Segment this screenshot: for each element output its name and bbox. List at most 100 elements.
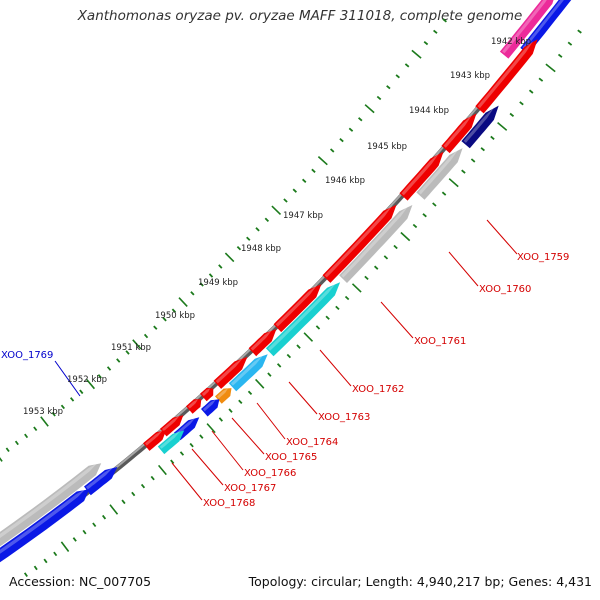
- feature-red-upper-1768[interactable]: [143, 430, 167, 451]
- scale-tick-outer: [143, 333, 149, 339]
- scale-labels: 1942 kbp 1943 kbp 1944 kbp 1945 kbp 1946…: [23, 37, 531, 417]
- scale-tick-outer: [271, 205, 282, 215]
- feature-red-upper-1761-highlight: [324, 205, 393, 278]
- scale-tick-outer: [404, 63, 410, 68]
- feature-red-upper-1759-highlight: [443, 114, 473, 148]
- gene-label-xoo-1761[interactable]: XOO_1761: [414, 336, 466, 347]
- tick-marks: [0, 18, 582, 578]
- gene-label-xoo-1763[interactable]: XOO_1763: [318, 412, 370, 423]
- scale-tick-outer: [60, 404, 65, 410]
- scale-label-1953: 1953 kbp: [23, 407, 63, 417]
- feature-red-upper-1759[interactable]: [441, 113, 477, 154]
- feature-red-upper-1761[interactable]: [322, 204, 397, 283]
- scale-tick-inner: [315, 325, 321, 330]
- scale-tick-inner: [490, 135, 495, 140]
- scale-label-1945: 1945 kbp: [367, 142, 407, 152]
- feature-blue-1943[interactable]: [520, 0, 577, 55]
- scale-label-1951: 1951 kbp: [111, 343, 151, 353]
- gene-label-xoo-1764[interactable]: XOO_1764: [286, 437, 338, 448]
- feature-cyan-xoo-1762-highlight: [268, 282, 337, 351]
- scale-tick-inner: [545, 63, 556, 73]
- feature-cyan-xoo-1762[interactable]: [265, 282, 341, 357]
- scale-tick-inner: [140, 483, 146, 489]
- feature-red-upper-1760[interactable]: [399, 151, 444, 201]
- feature-gray-xoo-1760[interactable]: [416, 148, 463, 200]
- feature-blue-xoo-1767-highlight: [175, 417, 196, 436]
- scale-tick-inner: [303, 332, 314, 342]
- gene-label-xoo-1759[interactable]: XOO_1759: [517, 252, 569, 263]
- scale-tick-outer: [97, 374, 102, 379]
- scale-tick-inner: [335, 305, 340, 311]
- scale-tick-inner: [383, 255, 389, 260]
- gene-leader-xoo-1765: [231, 417, 265, 455]
- scale-tick-inner: [43, 558, 48, 564]
- feature-red-upper-1763[interactable]: [248, 329, 277, 357]
- feature-red-upper-1765[interactable]: [200, 387, 214, 402]
- scale-tick-inner: [577, 29, 582, 34]
- feature-skyblue-xoo-1763[interactable]: [228, 354, 268, 392]
- feature-red-xoo-1759a-highlight: [477, 40, 534, 109]
- feature-pink-1942[interactable]: [499, 0, 557, 59]
- scale-tick-outer: [395, 74, 400, 79]
- scale-tick-inner: [121, 499, 126, 505]
- feature-red-upper-1766-highlight: [187, 399, 198, 409]
- feature-red-xoo-1759a[interactable]: [475, 39, 538, 114]
- scale-tick-outer: [339, 138, 344, 143]
- gene-label-xoo-1765[interactable]: XOO_1765: [265, 452, 317, 463]
- gene-label-xoo-1760[interactable]: XOO_1760: [479, 284, 531, 295]
- scale-tick-inner: [296, 344, 301, 349]
- feature-red-upper-1766[interactable]: [186, 399, 202, 414]
- gene-label-xoo-1767[interactable]: XOO_1767: [224, 483, 276, 494]
- scale-label-1947: 1947 kbp: [283, 211, 323, 221]
- accession-text: Accession: NC_007705: [9, 574, 152, 589]
- scale-tick-outer: [14, 440, 19, 446]
- feature-red-upper-1762[interactable]: [273, 284, 322, 333]
- feature-gray-xoo-1769[interactable]: [0, 463, 102, 563]
- gene-leader-xoo-1768: [171, 462, 203, 501]
- scale-tick-outer: [162, 316, 167, 322]
- feature-blue-xoo-1765[interactable]: [201, 399, 220, 417]
- scale-tick-outer: [125, 350, 130, 355]
- scale-tick-outer: [264, 217, 270, 223]
- feature-red-upper-1764[interactable]: [213, 356, 248, 389]
- scale-tick-inner: [470, 158, 476, 163]
- gene-label-xoo-1768[interactable]: XOO_1768: [203, 498, 255, 509]
- gene-label-xoo-1766[interactable]: XOO_1766: [244, 468, 296, 479]
- scale-tick-outer: [171, 308, 177, 313]
- scale-tick-inner: [170, 459, 175, 465]
- gene-label-xoo-1762[interactable]: XOO_1762: [352, 384, 404, 395]
- gene-leader-xoo-1762: [319, 349, 352, 387]
- gene-leader-xoo-1766: [211, 430, 244, 471]
- gene-leader-xoo-1761: [380, 301, 414, 339]
- scale-label-1948: 1948 kbp: [241, 244, 281, 254]
- feature-red-upper-1765-highlight: [201, 388, 210, 396]
- feature-gray-xoo-1761[interactable]: [339, 205, 413, 283]
- feature-navy-xoo-1759[interactable]: [461, 105, 499, 149]
- scale-tick-outer: [79, 389, 84, 395]
- scale-label-1950: 1950 kbp: [155, 311, 195, 321]
- feature-cyan-xoo-1768[interactable]: [157, 430, 185, 455]
- scale-tick-inner: [393, 244, 398, 250]
- scale-label-1942: 1942 kbp: [491, 37, 531, 47]
- scale-tick-inner: [206, 423, 216, 434]
- feature-gray-xoo-1769-highlight: [0, 462, 98, 539]
- feature-blue-right-1769[interactable]: [84, 467, 118, 496]
- scale-label-1944: 1944 kbp: [409, 106, 449, 116]
- scale-tick-inner: [189, 442, 194, 448]
- feature-red-upper-1760-highlight: [401, 152, 440, 196]
- feature-red-upper-1763-highlight: [250, 329, 273, 351]
- scale-tick-outer: [364, 104, 375, 114]
- scale-tick-inner: [109, 504, 119, 515]
- scale-tick-outer: [224, 252, 235, 263]
- scale-tick-inner: [267, 372, 272, 377]
- scale-label-1952: 1952 kbp: [67, 375, 107, 385]
- scale-tick-inner: [218, 417, 223, 422]
- scale-tick-outer: [178, 297, 188, 307]
- feature-cyan-xoo-1768-highlight: [159, 430, 181, 449]
- scale-tick-inner: [92, 522, 97, 528]
- gene-label-xoo-1769[interactable]: XOO_1769: [1, 350, 53, 361]
- feature-blue-1943-highlight: [522, 0, 564, 50]
- feature-blue-xoo-1769[interactable]: [0, 489, 90, 574]
- scale-tick-outer: [442, 18, 447, 23]
